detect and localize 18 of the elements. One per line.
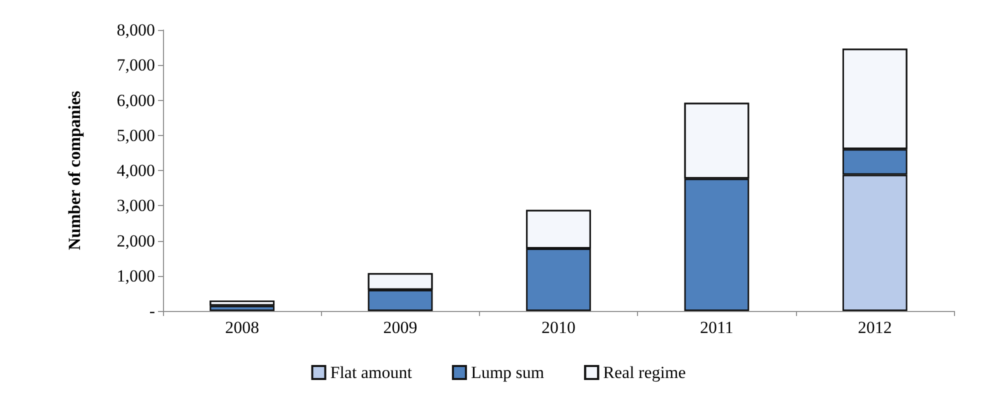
legend-label: Flat amount: [330, 363, 412, 382]
y-axis-title: Number of companies: [65, 90, 84, 250]
y-tick-label: 5,000: [116, 126, 155, 145]
y-tick-label: 8,000: [116, 20, 155, 40]
y-tick-label: 3,000: [116, 196, 155, 216]
x-tick-label: 2009: [383, 318, 418, 337]
x-tick-label: 2008: [225, 318, 260, 337]
y-tick-label: 1,000: [116, 266, 155, 286]
y-tick-label: -: [149, 302, 156, 320]
legend-label: Lump sum: [470, 363, 544, 382]
y-tick-label: 6,000: [116, 90, 155, 110]
y-tick-label: 4,000: [116, 161, 155, 180]
x-tick-label: 2011: [700, 318, 734, 337]
x-tick-label: 2012: [858, 318, 892, 337]
legend-label: Real regime: [603, 363, 686, 382]
y-tick-label: 2,000: [116, 231, 155, 250]
y-tick-label: 7,000: [116, 56, 155, 75]
x-tick-label: 2010: [542, 318, 576, 337]
